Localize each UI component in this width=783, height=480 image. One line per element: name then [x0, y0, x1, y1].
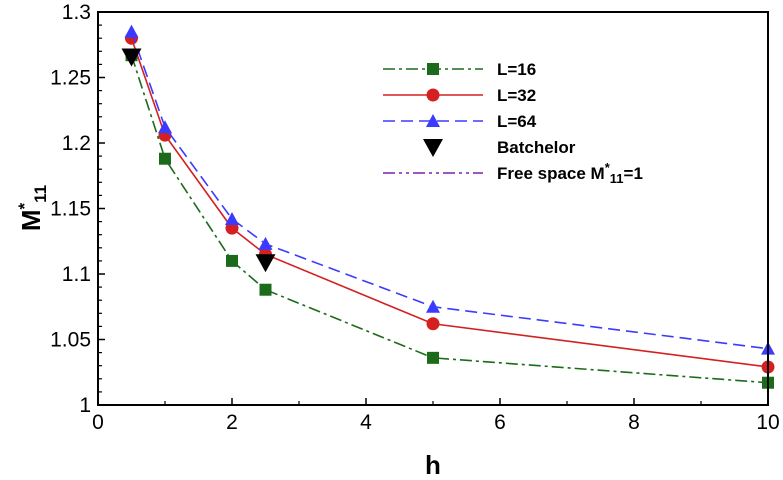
data-point-l-16	[259, 283, 272, 296]
legend-marker-l-64	[426, 114, 440, 127]
y-tick-label: 1.05	[50, 329, 91, 352]
series-line-l-32	[130, 37, 769, 368]
data-point-l-16	[427, 351, 439, 364]
data-point-l-32	[426, 317, 440, 331]
data-point-l-64	[258, 236, 273, 250]
legend-marker-l-16	[427, 63, 439, 75]
x-tick-label: 4	[360, 411, 372, 434]
x-tick-label: 2	[226, 411, 238, 434]
data-point-l-64	[124, 24, 139, 38]
x-tick-label: 0	[92, 411, 104, 434]
x-axis-title: h	[425, 450, 441, 480]
x-tick-label: 8	[628, 411, 640, 434]
legend-label-l-64: L=64	[497, 112, 537, 131]
y-tick-label: 1.15	[50, 198, 91, 221]
series-line-l-64	[130, 31, 769, 350]
data-point-batchelor	[121, 48, 142, 67]
x-tick-label: 6	[494, 411, 506, 434]
legend: L=16 L=32 L=64 Batchelor Free space M*11=1	[383, 60, 643, 186]
y-tick-label: 1.25	[50, 67, 91, 90]
series-line-l-16	[130, 54, 769, 384]
data-point-l-64	[426, 299, 440, 313]
y-tick-label: 1.1	[62, 263, 91, 286]
data-point-batchelor	[255, 254, 276, 273]
data-point-l-16	[226, 254, 238, 267]
y-tick-label: 1	[79, 394, 91, 417]
y-tick-label: 1.2	[62, 132, 91, 155]
legend-marker-l-32	[426, 88, 440, 102]
axes: 0 2 4 6 8 10 1 1.05 1.1 1.15 1.2 1.25 1.3	[50, 1, 780, 434]
legend-label-free-space-m-1: Free space M*11=1	[497, 160, 643, 186]
legend-label-l-32: L=32	[497, 86, 536, 105]
data-point-l-16	[159, 152, 171, 165]
plot-area	[98, 24, 775, 406]
y-axis-title: M*11	[15, 185, 50, 231]
legend-label-l-16: L=16	[497, 60, 536, 79]
data-point-l-64	[225, 211, 239, 225]
legend-marker-batchelor	[423, 139, 443, 157]
data-point-l-64	[158, 120, 172, 134]
x-tick-label: 10	[756, 411, 779, 434]
y-tick-label: 1.3	[62, 1, 91, 24]
legend-label-batchelor: Batchelor	[497, 138, 576, 157]
